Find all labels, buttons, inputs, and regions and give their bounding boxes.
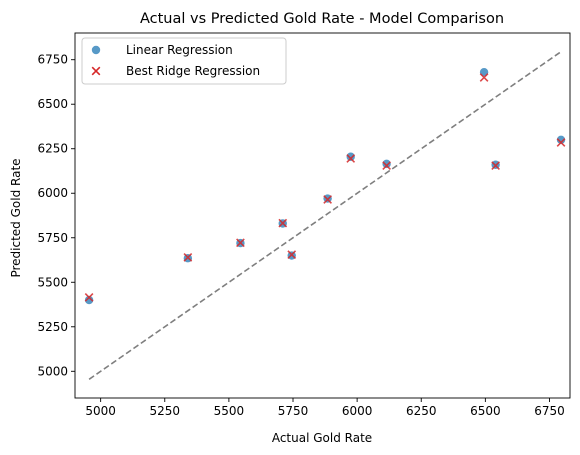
legend-label-0: Linear Regression [126,43,233,57]
data-point-linear-7 [382,159,391,169]
data-point-ridge-5 [323,195,332,204]
legend-label-1: Best Ridge Regression [126,64,260,78]
axes-frame [74,32,571,399]
x-axis-label: Actual Gold Rate [272,431,372,445]
data-point-ridge-2 [236,238,245,248]
data-point-linear-0 [84,295,94,305]
data-point-linear-10 [556,135,566,145]
data-point-ridge-3 [278,218,288,228]
y-tick-label-1: 5250 [37,320,68,334]
data-point-ridge-6 [346,154,356,163]
data-point-ridge-4 [287,250,297,260]
y-tick-label-3: 5750 [37,231,68,245]
plot-layer: 5000 5250 5500 5750 6000 6250 6500 6750 5000 5250… [37,32,571,418]
data-point-linear-8 [479,67,489,77]
chart-title: Actual vs Predicted Gold Rate - Model Co… [140,11,504,27]
data-point-ridge-0 [84,293,94,302]
x-tick-label-1: 5250 [149,404,180,418]
y-axis-label: Predicted Gold Rate [9,158,23,277]
data-point-ridge-9 [491,161,500,171]
data-point-ridge-7 [382,161,391,171]
legend-marker-linear [91,45,101,55]
y-tick-label-5: 6250 [37,142,68,156]
x-tick-label-6: 6500 [470,404,501,418]
x-tick-label-7: 6750 [534,404,565,418]
y-tick-label-2: 5500 [37,275,68,289]
data-point-ridge-1 [183,252,193,262]
x-tick-label-4: 6000 [342,404,373,418]
legend-box [81,37,287,85]
reference-line [88,51,562,380]
data-point-ridge-8 [479,73,489,82]
y-tick-label-0: 5000 [37,364,68,378]
x-tick-label-5: 6250 [406,404,437,418]
y-tick-label-4: 6000 [37,186,68,200]
x-tick-label-0: 5000 [85,404,116,418]
x-tick-label-3: 5750 [278,404,309,418]
legend-marker-ridge [91,66,101,76]
data-point-ridge-10 [556,138,566,147]
y-tick-label-6: 6500 [37,97,68,111]
y-tick-label-7: 6750 [37,53,68,67]
data-point-linear-6 [346,152,355,161]
x-tick-label-2: 5500 [214,404,245,418]
